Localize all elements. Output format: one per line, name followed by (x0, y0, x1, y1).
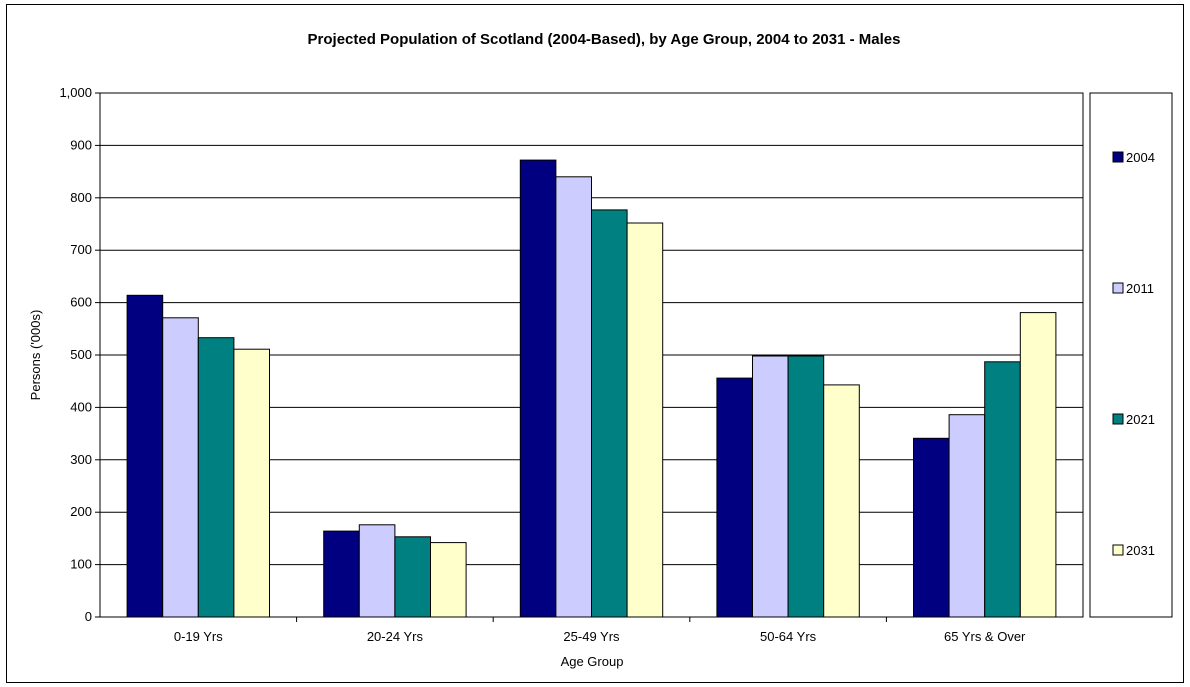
bar (162, 317, 199, 618)
x-axis-ticks: 0-19 Yrs 20-24 Yrs 25-49 Yrs 50-64 Yrs 65 Yr… (174, 617, 1026, 644)
bar (126, 294, 164, 618)
y-tick-label: 800 (70, 190, 92, 205)
x-tick-label: 65 Yrs & Over (944, 629, 1026, 644)
y-tick-label: 0 (85, 609, 92, 624)
y-tick-label: 600 (70, 295, 92, 310)
x-tick-label: 20-24 Yrs (367, 629, 424, 644)
y-axis-label: Persons ('000s) (28, 310, 43, 401)
bar (787, 355, 825, 618)
legend-swatch (1112, 151, 1124, 163)
legend-swatch (1112, 544, 1124, 556)
bar (1019, 312, 1057, 618)
y-tick-label: 500 (70, 347, 92, 362)
bar (948, 414, 986, 618)
y-tick-label: 200 (70, 504, 92, 519)
bar (519, 159, 557, 618)
bar (358, 524, 396, 618)
bar (430, 542, 467, 618)
bar (716, 377, 754, 618)
x-tick-label: 0-19 Yrs (174, 629, 223, 644)
legend-swatch (1112, 282, 1124, 294)
bar (323, 530, 360, 618)
legend-label: 2011 (1126, 281, 1154, 296)
bar (591, 209, 628, 618)
bars (126, 159, 1057, 618)
bar (913, 437, 950, 618)
legend-label: 2031 (1126, 543, 1155, 558)
y-tick-label: 700 (70, 242, 92, 257)
y-tick-label: 300 (70, 452, 92, 467)
y-tick-label: 1,000 (59, 85, 92, 100)
x-tick-label: 25-49 Yrs (563, 629, 620, 644)
y-tick-label: 100 (70, 557, 92, 572)
legend: 2004 2011 2021 2031 (1112, 150, 1155, 558)
legend-label: 2004 (1126, 150, 1155, 165)
legend-label: 2021 (1126, 412, 1155, 427)
bar (555, 176, 593, 618)
bar (752, 355, 789, 618)
chart-title: Projected Population of Scotland (2004-B… (308, 31, 901, 48)
legend-swatch (1112, 413, 1124, 425)
x-tick-label: 50-64 Yrs (760, 629, 817, 644)
bar (984, 361, 1021, 618)
bar (197, 337, 235, 618)
y-axis-ticks: 0 100 200 300 400 500 600 700 800 900 1,000 (59, 85, 100, 624)
y-tick-label: 900 (70, 137, 92, 152)
bar (626, 222, 664, 618)
bar (823, 384, 860, 618)
x-axis-label: Age Group (561, 654, 624, 669)
bar (394, 536, 431, 618)
legend-box (1089, 92, 1173, 618)
y-tick-label: 400 (70, 399, 92, 414)
bar (233, 348, 270, 618)
